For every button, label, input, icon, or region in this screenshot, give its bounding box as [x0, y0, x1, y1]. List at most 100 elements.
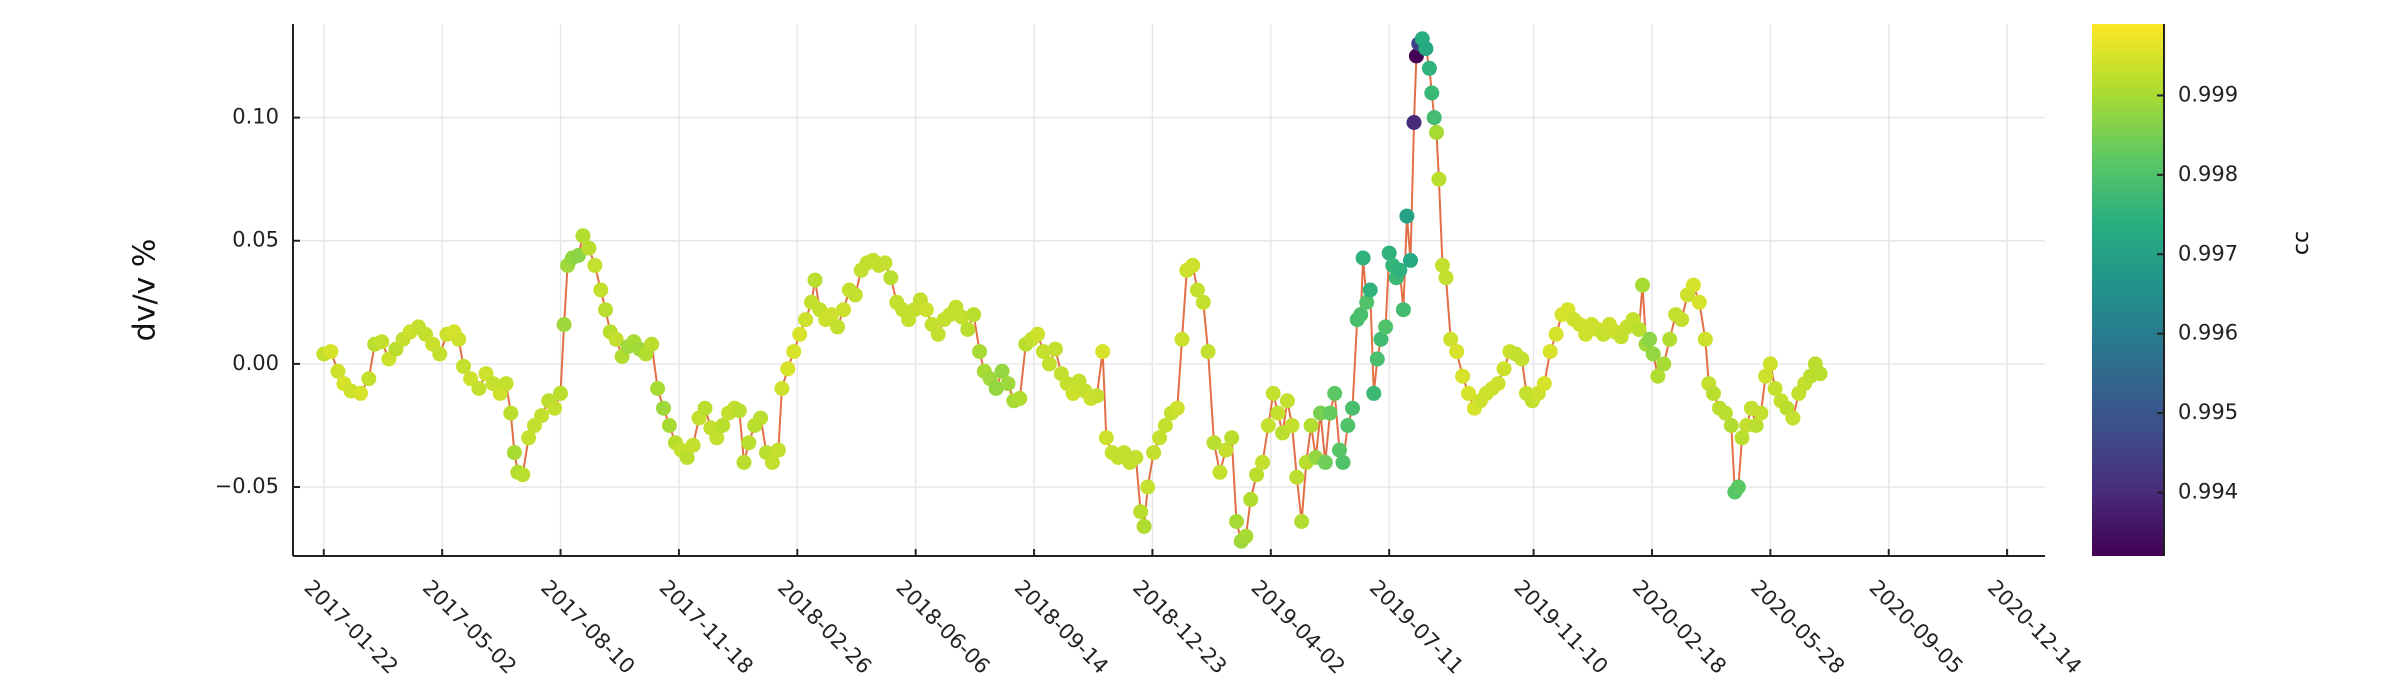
colorbar-tick-label: 0.994: [2178, 479, 2238, 503]
data-point: [1317, 454, 1333, 470]
data-point: [1449, 344, 1465, 360]
y-ticks: −0.05 0.00 0.05 0.10: [215, 105, 300, 498]
data-point: [1642, 331, 1658, 347]
data-point: [1322, 405, 1338, 421]
colorbar-tick-label: 0.995: [2178, 400, 2238, 424]
data-point: [608, 331, 624, 347]
data-point: [1089, 388, 1105, 404]
data-point: [1345, 400, 1360, 416]
data-point: [753, 410, 769, 426]
data-point: [534, 408, 550, 424]
colorbar: [2092, 24, 2164, 556]
data-point: [1332, 442, 1347, 458]
data-point: [1399, 208, 1415, 224]
data-point: [1270, 405, 1286, 421]
data-point: [1185, 257, 1201, 273]
data-point: [1359, 294, 1375, 310]
data-point: [960, 321, 976, 337]
x-tick-label: 2020-02-18: [1628, 575, 1731, 678]
data-point: [650, 381, 666, 396]
data-point: [451, 331, 467, 347]
y-tick-label: 0.00: [232, 351, 279, 375]
data-point: [598, 302, 613, 318]
data-point: [1353, 307, 1369, 323]
data-point: [1403, 252, 1418, 268]
data-point: [1041, 356, 1057, 372]
data-point: [764, 454, 780, 470]
data-point: [1542, 344, 1558, 360]
colorbar-tick-label: 0.999: [2178, 82, 2238, 106]
data-point: [1036, 344, 1051, 360]
data-point: [498, 376, 514, 392]
data-point: [709, 430, 725, 446]
data-point: [1047, 341, 1063, 357]
data-point: [593, 282, 609, 298]
data-point: [1169, 400, 1185, 416]
data-point: [954, 309, 970, 325]
data-point: [1424, 85, 1440, 101]
data-point: [1140, 479, 1156, 495]
colorbar-ticks: 0.994 0.995 0.996 0.997 0.998 0.999: [2157, 82, 2238, 503]
data-point: [1392, 262, 1408, 278]
data-point: [1289, 469, 1305, 485]
data-point: [1691, 294, 1707, 310]
data-point: [1631, 321, 1647, 337]
x-tick-label: 2017-11-18: [655, 575, 758, 678]
data-point: [736, 454, 752, 470]
data-point: [1514, 351, 1530, 367]
data-point: [1366, 385, 1382, 401]
data-point: [661, 418, 677, 433]
data-point: [471, 381, 487, 396]
x-tick-label: 2019-11-10: [1509, 575, 1612, 678]
data-point: [1443, 331, 1459, 347]
data-point: [547, 400, 563, 416]
data-point: [1279, 393, 1295, 409]
data-point: [1431, 171, 1447, 187]
data-point: [1753, 405, 1769, 421]
data-point: [432, 346, 448, 362]
data-point: [1065, 385, 1081, 401]
x-tick-label: 2019-07-11: [1365, 575, 1468, 678]
data-point: [1260, 418, 1276, 433]
x-tick-label: 2018-06-06: [891, 575, 994, 678]
data-point: [770, 442, 786, 458]
y-tick-label: 0.10: [232, 105, 279, 129]
data-point: [1435, 257, 1450, 273]
data-point: [836, 302, 851, 318]
data-point: [1438, 270, 1454, 286]
data-point: [1429, 124, 1444, 140]
x-tick-label: 2020-09-05: [1864, 575, 1967, 678]
data-point: [824, 307, 840, 323]
data-point: [918, 302, 934, 318]
data-point: [1265, 385, 1281, 401]
axes: [292, 24, 2045, 557]
data-point: [830, 319, 845, 335]
data-point: [1095, 344, 1111, 360]
data-point: [1706, 385, 1721, 401]
data-point: [807, 272, 823, 288]
x-tick-label: 2020-05-28: [1746, 575, 1849, 678]
data-point: [1373, 331, 1389, 347]
data-point: [587, 257, 603, 273]
data-point: [1133, 504, 1149, 520]
data-point: [1212, 464, 1228, 480]
data-point: [1206, 435, 1222, 451]
data-point: [1362, 282, 1378, 298]
data-point: [1195, 294, 1211, 310]
data-point: [685, 437, 701, 453]
data-point: [374, 334, 390, 350]
data-point: [1645, 346, 1661, 362]
colorbar-title: cc: [2289, 231, 2314, 255]
data-point: [1327, 385, 1343, 401]
data-point: [1734, 430, 1750, 446]
x-tick-label: 2019-04-02: [1247, 575, 1350, 678]
data-point: [1635, 277, 1650, 293]
data-point: [1294, 514, 1310, 529]
data-point: [697, 400, 713, 416]
data-point: [741, 435, 757, 451]
data-point: [930, 326, 946, 342]
data-point: [1189, 282, 1205, 298]
data-point: [570, 248, 586, 263]
data-point: [679, 450, 695, 465]
data-point: [1335, 454, 1351, 470]
